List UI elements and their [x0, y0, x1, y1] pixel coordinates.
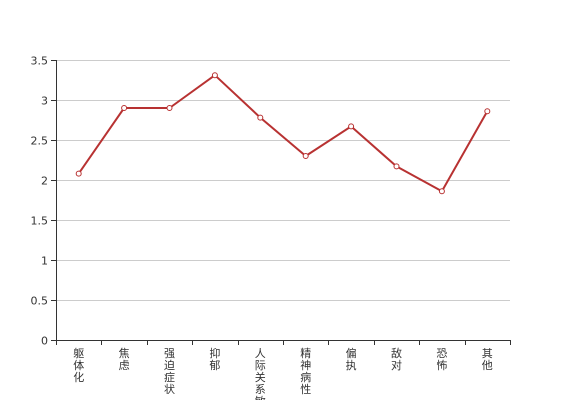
x-tick-label: 精神病性 [300, 347, 311, 396]
data-point[interactable] [302, 153, 309, 159]
x-tick-label: 强迫症状 [164, 347, 175, 396]
data-point[interactable] [257, 114, 264, 121]
series [75, 72, 491, 195]
x-tick-label: 其他 [482, 347, 493, 372]
x-tick-label: 恐怖 [436, 347, 447, 372]
x-tick-label: 抑郁 [209, 346, 220, 372]
data-point[interactable] [393, 163, 400, 170]
data-point[interactable] [166, 105, 173, 111]
grid-lines [56, 60, 510, 301]
y-tick-label: 2.5 [31, 135, 49, 148]
data-point[interactable] [121, 105, 128, 111]
x-tick-label: 偏执 [346, 346, 357, 372]
y-tick-label: 1.5 [31, 215, 49, 228]
y-tick-label: 3 [41, 95, 48, 108]
data-point[interactable] [75, 170, 82, 177]
y-tick-label: 1 [41, 255, 48, 268]
x-tick-label: 焦虑 [119, 347, 130, 372]
x-tick-label: 敌对 [391, 346, 402, 372]
data-point[interactable] [438, 188, 445, 195]
y-tick-label: 0 [41, 335, 48, 348]
y-tick-label: 0.5 [31, 295, 49, 308]
x-axis-ticks: 躯体化 焦虑 强迫症状 抑郁 人际关系敏感 精神病性 偏执 敌对 恐怖 其他 [56, 340, 511, 400]
y-axis-ticks: 0 0.5 1 1.5 2 2.5 3 3.5 [31, 55, 56, 348]
x-tick-label: 躯体化 [73, 347, 84, 384]
y-tick-label: 2 [41, 175, 48, 188]
axes [56, 60, 510, 341]
data-point[interactable] [348, 123, 355, 130]
data-point[interactable] [484, 108, 491, 115]
x-tick-label: 人际关系敏感 [255, 347, 266, 400]
data-point[interactable] [211, 72, 218, 79]
y-tick-label: 3.5 [31, 55, 49, 68]
series-line [77, 74, 489, 193]
